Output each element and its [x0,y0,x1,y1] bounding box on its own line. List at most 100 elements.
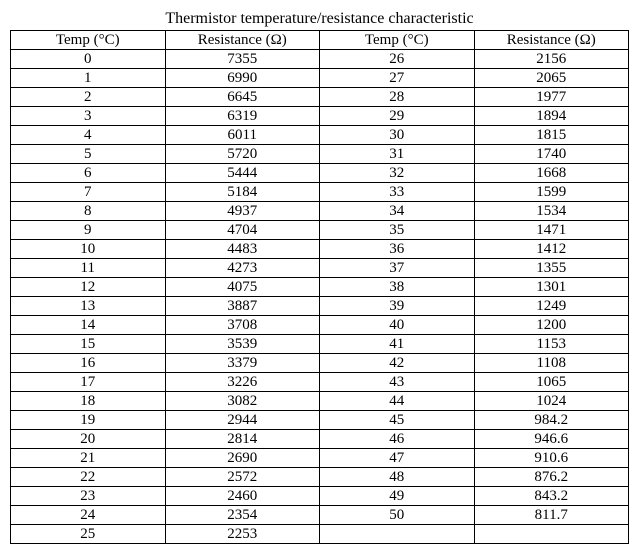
col-header-temp-1: Temp (°C) [11,31,166,50]
table-cell: 30 [320,126,475,145]
table-cell: 1024 [474,392,629,411]
table-cell: 6645 [165,88,320,107]
table-cell: 1 [11,69,166,88]
table-cell: 2 [11,88,166,107]
table-cell: 0 [11,50,166,69]
table-cell: 4937 [165,202,320,221]
table-cell: 42 [320,354,475,373]
table-row: 143708401200 [11,316,629,335]
table-cell: 6990 [165,69,320,88]
table-cell: 44 [320,392,475,411]
table-cell: 32 [320,164,475,183]
table-row: 23246049843.2 [11,487,629,506]
table-cell: 13 [11,297,166,316]
table-cell: 40 [320,316,475,335]
table-row: 183082441024 [11,392,629,411]
table-cell: 33 [320,183,475,202]
col-header-res-1: Resistance (Ω) [165,31,320,50]
table-cell: 25 [11,525,166,544]
table-cell: 9 [11,221,166,240]
table-cell: 4704 [165,221,320,240]
table-row: 133887391249 [11,297,629,316]
table-cell: 47 [320,449,475,468]
table-cell: 7 [11,183,166,202]
table-cell: 2253 [165,525,320,544]
table-cell: 4483 [165,240,320,259]
table-cell: 1534 [474,202,629,221]
table-cell: 12 [11,278,166,297]
table-cell: 3708 [165,316,320,335]
table-row: 55720311740 [11,145,629,164]
table-cell: 41 [320,335,475,354]
table-cell: 31 [320,145,475,164]
table-row: 94704351471 [11,221,629,240]
table-cell: 1668 [474,164,629,183]
table-cell: 946.6 [474,430,629,449]
table-row: 153539411153 [11,335,629,354]
table-cell: 1153 [474,335,629,354]
table-cell: 1471 [474,221,629,240]
thermistor-table: Temp (°C) Resistance (Ω) Temp (°C) Resis… [10,30,629,544]
table-row: 16990272065 [11,69,629,88]
table-row: 252253 [11,525,629,544]
table-cell: 1412 [474,240,629,259]
table-cell: 1108 [474,354,629,373]
table-cell: 49 [320,487,475,506]
table-cell: 14 [11,316,166,335]
table-cell: 28 [320,88,475,107]
table-cell: 24 [11,506,166,525]
table-cell: 1977 [474,88,629,107]
table-row: 07355262156 [11,50,629,69]
table-cell: 3379 [165,354,320,373]
table-cell: 3082 [165,392,320,411]
table-container: Thermistor temperature/resistance charac… [10,10,629,544]
table-row: 21269047910.6 [11,449,629,468]
table-row: 20281446946.6 [11,430,629,449]
table-title: Thermistor temperature/resistance charac… [10,10,629,28]
table-cell: 37 [320,259,475,278]
table-cell: 2460 [165,487,320,506]
table-cell: 39 [320,297,475,316]
col-header-temp-2: Temp (°C) [320,31,475,50]
table-cell: 48 [320,468,475,487]
table-cell: 5444 [165,164,320,183]
table-cell: 2690 [165,449,320,468]
col-header-res-2: Resistance (Ω) [474,31,629,50]
table-cell: 18 [11,392,166,411]
table-cell: 50 [320,506,475,525]
table-cell: 26 [320,50,475,69]
table-cell: 1301 [474,278,629,297]
table-cell: 984.2 [474,411,629,430]
table-row: 24235450811.7 [11,506,629,525]
table-cell: 5184 [165,183,320,202]
table-row: 26645281977 [11,88,629,107]
table-cell: 45 [320,411,475,430]
table-cell: 21 [11,449,166,468]
table-cell: 16 [11,354,166,373]
table-row: 173226431065 [11,373,629,392]
table-cell: 5720 [165,145,320,164]
table-cell: 3226 [165,373,320,392]
table-row: 22257248876.2 [11,468,629,487]
table-row: 114273371355 [11,259,629,278]
table-row: 36319291894 [11,107,629,126]
table-row: 46011301815 [11,126,629,145]
table-cell: 34 [320,202,475,221]
table-cell [474,525,629,544]
table-cell: 36 [320,240,475,259]
table-cell: 43 [320,373,475,392]
table-cell: 11 [11,259,166,278]
table-cell: 6319 [165,107,320,126]
table-cell: 8 [11,202,166,221]
table-cell: 22 [11,468,166,487]
table-cell: 910.6 [474,449,629,468]
table-header-row: Temp (°C) Resistance (Ω) Temp (°C) Resis… [11,31,629,50]
table-row: 163379421108 [11,354,629,373]
table-cell: 23 [11,487,166,506]
table-cell: 20 [11,430,166,449]
table-cell: 6 [11,164,166,183]
table-cell: 38 [320,278,475,297]
table-row: 19294445984.2 [11,411,629,430]
table-cell: 1894 [474,107,629,126]
table-cell: 17 [11,373,166,392]
